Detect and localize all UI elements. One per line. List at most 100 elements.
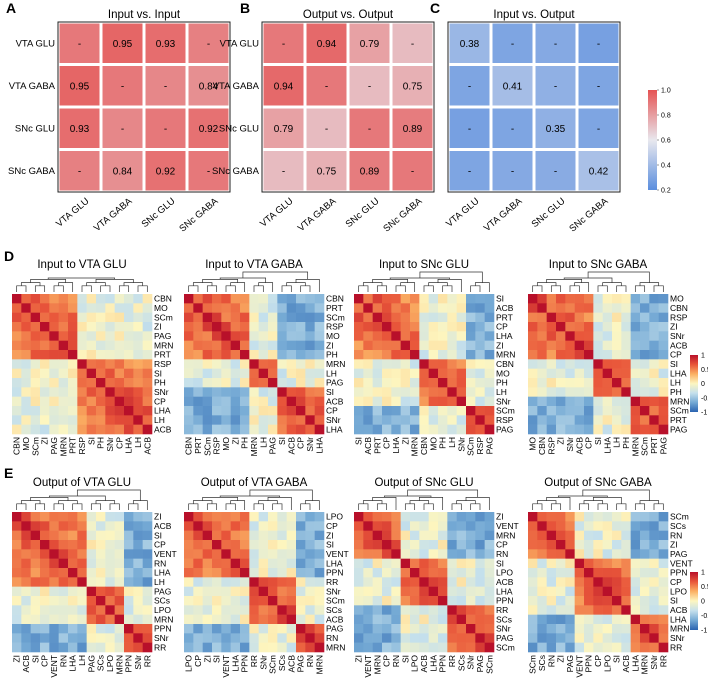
heatmap-cell: [49, 303, 59, 313]
heatmap-cell: [382, 415, 392, 425]
heatmap-cell: [658, 521, 669, 531]
heatmap-cell: [602, 530, 613, 541]
heatmap-cell: [565, 359, 575, 369]
heatmap-cell: [382, 424, 392, 435]
heatmap-cell: [286, 359, 297, 369]
heatmap-cell: [142, 368, 153, 379]
heatmap-cell: [142, 642, 153, 653]
heatmap-cell: [305, 530, 315, 541]
heatmap-cell: [21, 359, 31, 369]
row-tick-label: ZI: [326, 340, 334, 350]
heatmap-cell: [372, 340, 383, 351]
heatmap-cell: [30, 512, 41, 522]
heatmap-cell: [447, 322, 457, 332]
heatmap-cell: [565, 512, 575, 522]
heatmap-cell: [314, 568, 325, 578]
heatmap-cell: [30, 642, 41, 653]
heatmap-cell: [296, 368, 306, 379]
heatmap-cell: [537, 359, 547, 369]
heatmap-cell: [528, 558, 538, 569]
heatmap-cell: [202, 577, 213, 587]
heatmap-cell: [537, 378, 547, 388]
heatmap-cell: [372, 577, 383, 587]
heatmap-cell: [372, 624, 383, 634]
cell-value: 0.79: [360, 39, 380, 50]
column-tick-label: CP: [114, 437, 124, 449]
heatmap-cell: [456, 368, 467, 379]
heatmap-cell: [30, 303, 41, 313]
heatmap-cell: [133, 350, 143, 360]
heatmap-cell: [212, 633, 222, 643]
heatmap-cell: [602, 424, 613, 435]
row-tick-label: RN: [326, 633, 338, 643]
heatmap-cell: [193, 568, 203, 578]
column-tick-label: ZI: [556, 437, 566, 445]
heatmap-cell: [96, 577, 106, 587]
heatmap-cell: [124, 294, 134, 304]
heatmap-cell: [456, 512, 467, 522]
heatmap-cell: [40, 614, 50, 625]
heatmap-cell: [277, 549, 287, 559]
heatmap-cell: [537, 558, 547, 569]
heatmap-cell: [202, 633, 213, 643]
heatmap-cell: [258, 368, 269, 379]
column-tick-label: LH: [77, 655, 87, 666]
heatmap-cell: [40, 633, 50, 643]
heatmap-cell: [277, 378, 287, 388]
heatmap-cell: [419, 540, 429, 550]
heatmap-cell: [528, 396, 538, 407]
heatmap-cell: [447, 359, 457, 369]
heatmap-cell: [621, 303, 631, 313]
heatmap-cell: [354, 303, 364, 313]
heatmap-cell: [438, 368, 448, 379]
heatmap-cell: [184, 558, 194, 569]
row-tick-label: PRT: [496, 312, 513, 322]
heatmap-cell: [640, 540, 650, 550]
heatmap-cell: [574, 596, 585, 606]
column-tick-label: SCm: [528, 655, 538, 674]
column-tick-label: SCs: [96, 655, 106, 671]
heatmap-cell: [249, 577, 259, 587]
heatmap-cell: [212, 340, 222, 351]
heatmap-cell: [593, 586, 603, 597]
heatmap-cell: [410, 605, 420, 615]
heatmap-cell: [268, 530, 278, 541]
heatmap-cell: [537, 387, 547, 397]
heatmap-cell: [202, 406, 213, 416]
column-tick-label: SNr: [565, 437, 575, 452]
heatmap-cell: [286, 614, 297, 625]
colorbar-tick-label: 0.5: [701, 367, 708, 374]
cell-value: 0.42: [589, 166, 609, 177]
heatmap-cell: [612, 396, 622, 407]
dendrogram: [188, 489, 320, 510]
heatmap-cell: [372, 312, 383, 323]
heatmap-cell: [612, 424, 622, 435]
heatmap-cell: [649, 406, 659, 416]
heatmap-cell: [268, 624, 278, 634]
heatmap-cell: [305, 642, 315, 653]
heatmap-cell: [12, 568, 22, 578]
column-tick-label: SCm: [640, 437, 650, 456]
heatmap-cell: [296, 558, 306, 569]
heatmap-cell: [584, 540, 594, 550]
heatmap-cell: [305, 331, 315, 341]
heatmap-cell: [372, 350, 383, 360]
heatmap-cell: [86, 331, 97, 341]
heatmap-cell: [593, 558, 603, 569]
heatmap-cell: [193, 624, 203, 634]
row-tick-label: LPO: [670, 586, 687, 596]
heatmap-cell: [382, 340, 392, 351]
heatmap-cell: [221, 633, 231, 643]
heatmap-cell: [475, 396, 485, 407]
heatmap-cell: [400, 624, 411, 634]
heatmap-cell: [556, 530, 566, 541]
heatmap-cell: [556, 642, 566, 653]
heatmap-cell: [21, 312, 31, 323]
heatmap-cell: [77, 549, 87, 559]
heatmap-cell: [96, 521, 106, 531]
heatmap-cell: [221, 294, 231, 304]
heatmap-cell: [202, 512, 213, 522]
column-tick-label: MO: [21, 437, 31, 451]
column-tick-label: PRT: [372, 437, 382, 454]
heatmap-cell: [630, 540, 641, 550]
